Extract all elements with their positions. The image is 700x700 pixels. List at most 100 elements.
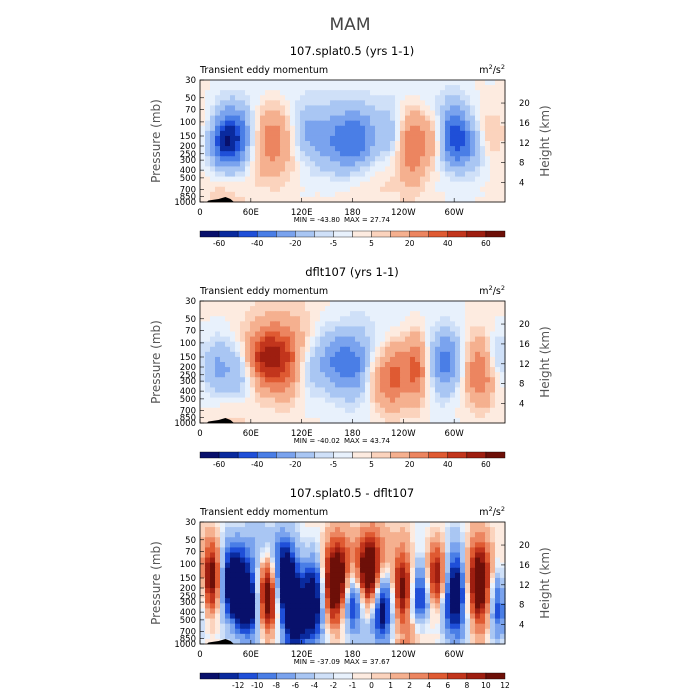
heatmap-cell [315, 417, 321, 424]
heatmap-cell [360, 567, 366, 574]
heatmap-cell [385, 125, 391, 132]
heatmap-cell [460, 397, 466, 404]
heatmap-cell [235, 80, 241, 86]
heatmap-cell [390, 392, 396, 399]
heatmap-cell [485, 377, 491, 383]
heatmap-cell [480, 542, 486, 549]
heatmap-cell [410, 547, 416, 554]
heatmap-cell [345, 377, 351, 383]
heatmap-cell [445, 623, 451, 630]
heatmap-cell [345, 562, 351, 569]
heatmap-cell [490, 638, 496, 645]
heatmap-cell [230, 562, 236, 569]
heatmap-cell [335, 301, 341, 307]
heatmap-cell [365, 567, 371, 574]
heatmap-cell [400, 196, 406, 203]
heatmap-cell [475, 613, 481, 620]
heatmap-cell [375, 331, 381, 338]
heatmap-cell [245, 532, 251, 538]
heatmap-cell [465, 90, 471, 96]
y-tick-label: 50 [185, 94, 196, 104]
heatmap-cell [440, 135, 446, 142]
heatmap-cell [350, 341, 356, 348]
heatmap-cell [480, 166, 486, 173]
heatmap-cell [335, 125, 341, 132]
heatmap-cell [350, 135, 356, 142]
heatmap-cell [300, 638, 306, 645]
heatmap-cell [380, 387, 386, 394]
heatmap-cell [465, 522, 471, 528]
heatmap-cell [280, 527, 286, 533]
heatmap-cell [365, 336, 371, 343]
heatmap-cell [340, 633, 346, 640]
heatmap-cell [415, 377, 421, 383]
heatmap-cell [415, 105, 421, 112]
colorbar-swatch [276, 451, 296, 459]
heatmap-cell [420, 115, 426, 122]
heatmap-cell [255, 100, 261, 107]
heatmap-cell [380, 326, 386, 333]
heatmap-cell [420, 608, 426, 615]
heatmap-cell [380, 191, 386, 198]
heatmap-cell [285, 90, 291, 96]
heatmap-cell [490, 598, 496, 604]
heatmap-cell [300, 613, 306, 620]
heatmap-cell [480, 311, 486, 317]
heatmap-cell [480, 397, 486, 404]
heatmap-cell [280, 105, 286, 112]
heatmap-cell [200, 156, 206, 162]
heatmap-cell [290, 120, 296, 127]
x-tick-label: 60W [445, 429, 465, 439]
heatmap-cell [465, 176, 471, 183]
heatmap-cell [495, 171, 501, 178]
y-tick-label: 1000 [174, 419, 196, 429]
heatmap-cell [405, 191, 411, 198]
heatmap-cell [385, 618, 391, 625]
heatmap-cell [200, 583, 206, 589]
heatmap-cell [455, 301, 461, 307]
heatmap-cell [330, 166, 336, 173]
heatmap-cell [470, 115, 476, 122]
heatmap-cell [340, 547, 346, 554]
heatmap-cell [255, 552, 261, 559]
heatmap-cell [420, 583, 426, 589]
heatmap-cell [420, 552, 426, 559]
heatmap-cell [295, 110, 301, 117]
heatmap-cell [290, 105, 296, 112]
heatmap-cell [405, 623, 411, 630]
heatmap-cell [320, 598, 326, 604]
heatmap-cell [345, 638, 351, 645]
heatmap-cell [480, 130, 486, 137]
heatmap-cell [445, 351, 451, 358]
heatmap-cell [460, 628, 466, 635]
heatmap-cell [345, 557, 351, 564]
heatmap-cell [465, 372, 471, 378]
heatmap-cell [430, 532, 436, 538]
heatmap-cell [370, 85, 376, 91]
heatmap-cell [300, 618, 306, 625]
heatmap-cell [275, 542, 281, 549]
heatmap-cell [355, 316, 361, 322]
heatmap-cell [310, 161, 316, 168]
heatmap-cell [415, 417, 421, 424]
heatmap-cell [445, 583, 451, 589]
heatmap-cell [335, 311, 341, 317]
heatmap-cell [405, 633, 411, 640]
heatmap-cell [355, 613, 361, 620]
heatmap-cell [285, 412, 291, 419]
heatmap-cell [270, 85, 276, 91]
heatmap-cell [305, 417, 311, 424]
heatmap-cell [290, 562, 296, 569]
heatmap-cell [335, 562, 341, 569]
heatmap-cell [250, 186, 256, 193]
heatmap-cell [400, 557, 406, 564]
heatmap-cell [355, 618, 361, 625]
heatmap-cell [430, 372, 436, 378]
heatmap-cell [255, 547, 261, 554]
heatmap-cell [215, 628, 221, 635]
colorbar-swatch [466, 451, 487, 459]
heatmap-cell [395, 392, 401, 399]
heatmap-cell [500, 412, 506, 419]
heatmap-cell [415, 321, 421, 328]
heatmap-cell [400, 598, 406, 604]
